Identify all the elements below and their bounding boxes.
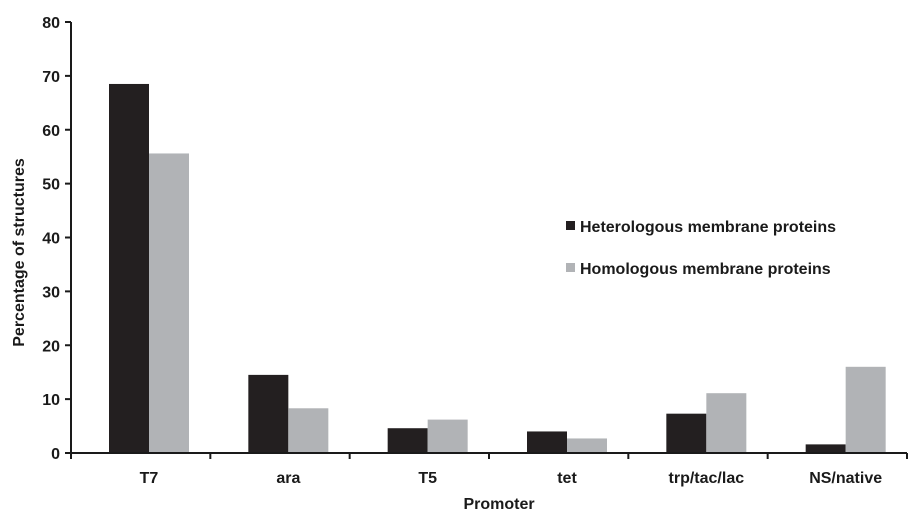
bar-heterologous (248, 374, 289, 453)
x-tick-label: NS/native (809, 470, 882, 487)
legend-swatch (566, 263, 575, 272)
y-tick-label: 20 (42, 338, 60, 355)
bar-homologous (288, 408, 329, 453)
y-axis-title: Percentage of structures (11, 158, 28, 347)
bar-homologous (149, 153, 189, 453)
bar-heterologous (666, 413, 707, 453)
y-axis-ticks: 0 10 20 30 40 50 60 70 80 (42, 15, 71, 463)
y-tick-label: 30 (42, 284, 60, 301)
bar-homologous (567, 438, 607, 453)
legend-label: Homologous membrane proteins (580, 261, 831, 278)
x-tick-label: tet (557, 470, 577, 487)
x-tick-label: T7 (140, 470, 159, 487)
legend: Heterologous membrane proteins Homologous… (566, 219, 836, 278)
bar-heterologous (527, 431, 567, 453)
x-tick-label: trp/tac/lac (669, 470, 745, 487)
x-tick-label: T5 (418, 470, 437, 487)
legend-label: Heterologous membrane proteins (580, 219, 836, 236)
y-tick-label: 0 (51, 446, 60, 463)
y-tick-label: 80 (42, 15, 60, 32)
y-tick-label: 50 (42, 177, 60, 194)
bar-homologous (845, 366, 886, 453)
y-tick-label: 40 (42, 231, 60, 248)
y-tick-label: 60 (42, 123, 60, 140)
bar-heterologous (805, 444, 846, 453)
bar-heterologous (387, 428, 428, 453)
y-tick-label: 70 (42, 69, 60, 86)
x-axis-labels: T7 ara T5 tet trp/tac/lac NS/native (140, 470, 883, 487)
bar-heterologous (109, 83, 149, 454)
x-axis-ticks (70, 453, 908, 459)
legend-swatch (566, 221, 575, 230)
x-axis-title: Promoter (463, 496, 534, 513)
bar-homologous (427, 419, 468, 453)
x-tick-label: ara (276, 470, 300, 487)
bars (109, 83, 886, 454)
bar-homologous (706, 393, 747, 453)
y-tick-label: 10 (42, 392, 60, 409)
